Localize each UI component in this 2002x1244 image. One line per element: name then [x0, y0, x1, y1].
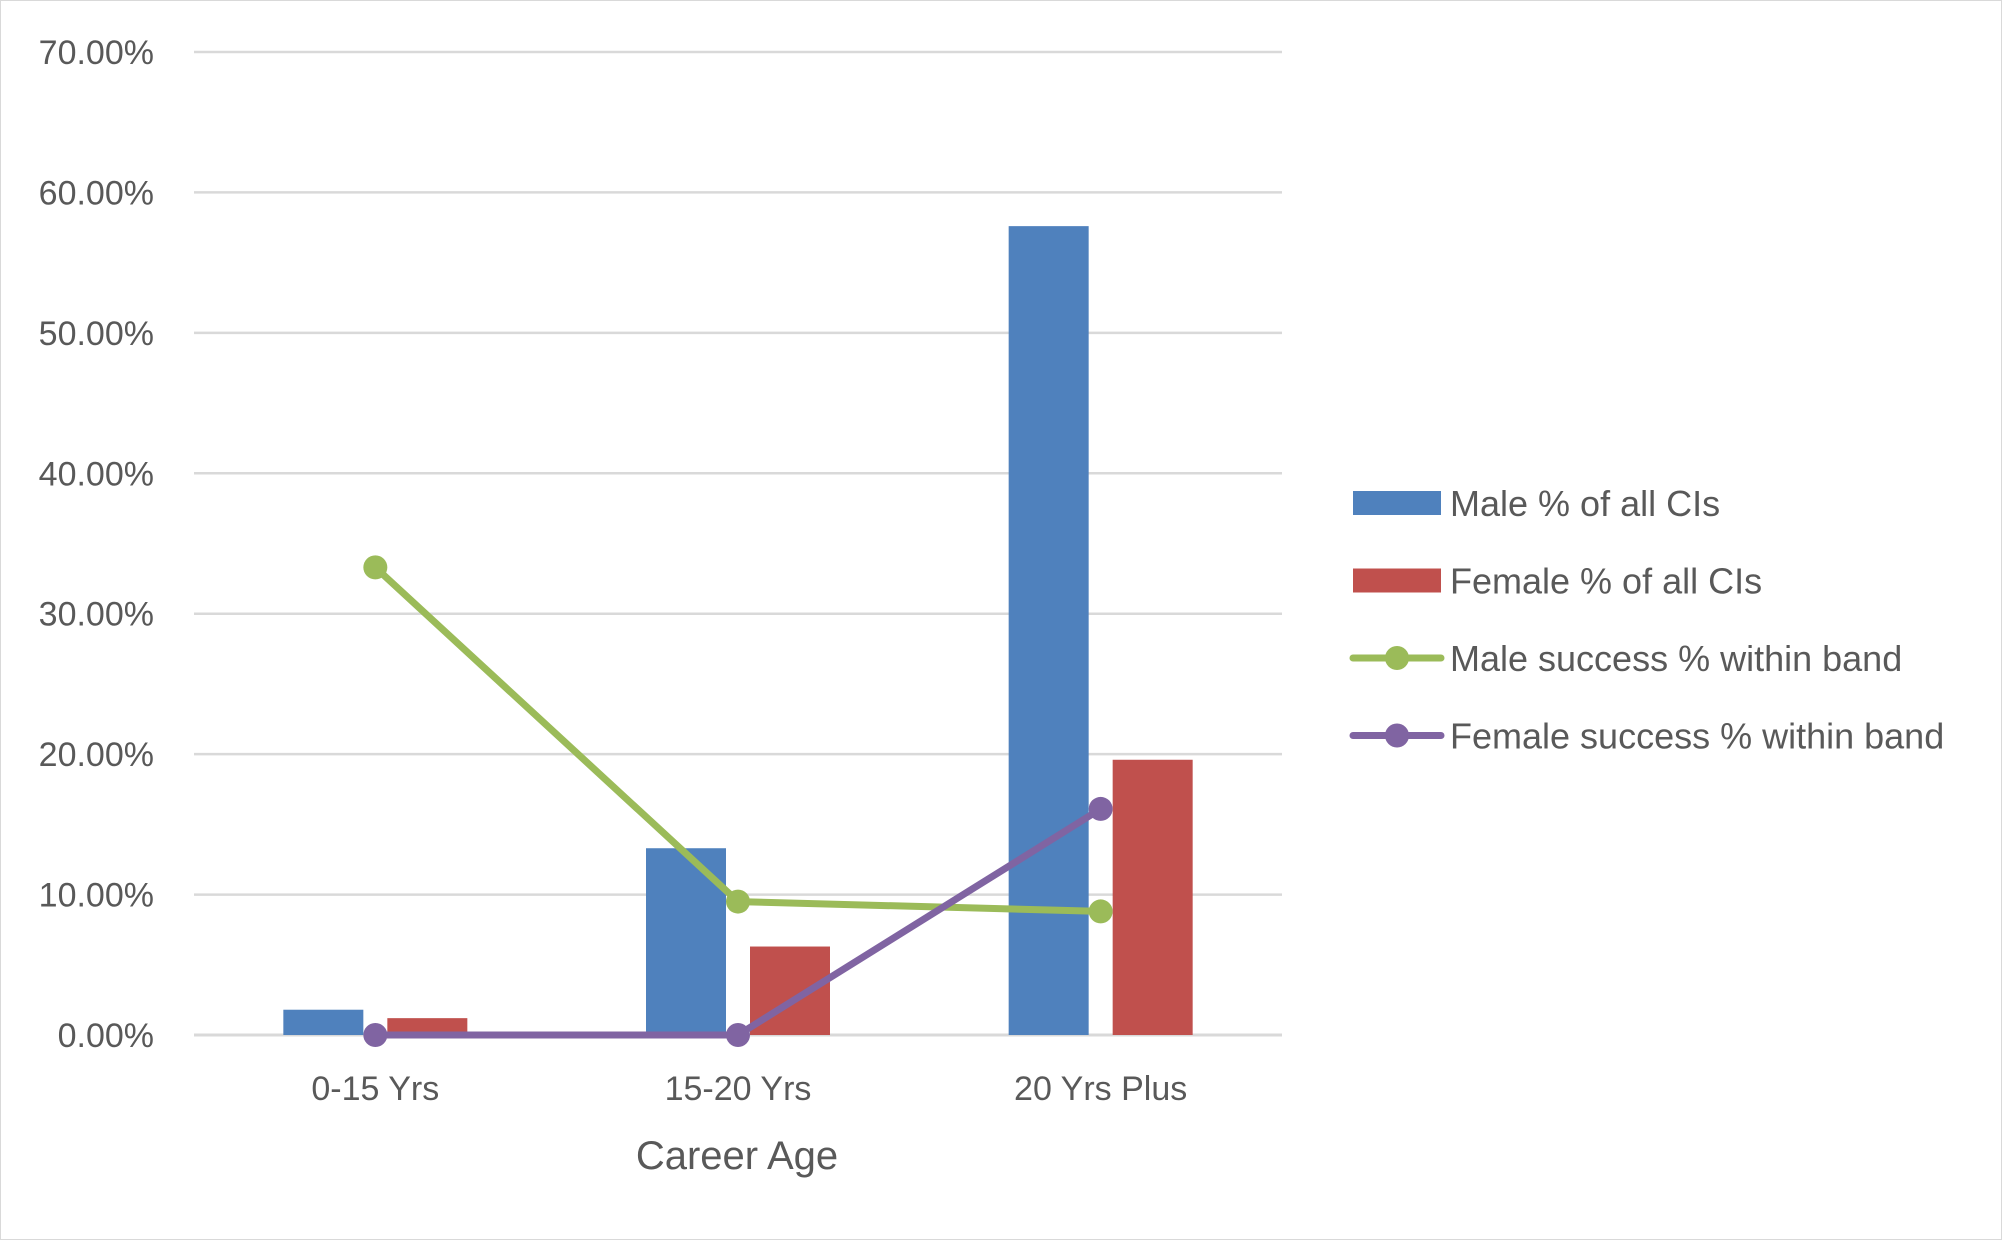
legend-label: Male % of all CIs — [1450, 483, 1720, 524]
bar — [283, 1009, 364, 1035]
x-tick-label: 0-15 Yrs — [311, 1070, 439, 1108]
x-axis-title: Career Age — [636, 1134, 838, 1178]
x-tick-label: 20 Yrs Plus — [1014, 1070, 1187, 1108]
line-point — [726, 1023, 750, 1047]
y-tick-label: 10.00% — [39, 877, 154, 915]
line-point — [1088, 899, 1113, 924]
x-tick-label: 15-20 Yrs — [665, 1070, 812, 1108]
line-point — [726, 889, 750, 914]
y-tick-label: 70.00% — [39, 34, 154, 72]
y-axis-ticks: 0.00% 10.00% 20.00% 30.00% 40.00% 50.00% 60.00… — [39, 34, 154, 1055]
series-line — [371, 563, 1105, 915]
x-axis-ticks: 0-15 Yrs 15-20 Yrs 20 Yrs Plus — [311, 1070, 1187, 1108]
bar — [387, 1018, 468, 1035]
legend-label: Male success % within band — [1450, 638, 1902, 679]
y-tick-label: 20.00% — [39, 736, 154, 774]
line-point — [1088, 796, 1113, 821]
series-line — [371, 805, 1105, 1039]
legend-marker — [1385, 723, 1409, 748]
bars — [283, 226, 1193, 1036]
legend: Male % of all CIs Female % of all CIs Male… — [1349, 483, 1944, 757]
y-tick-label: 50.00% — [39, 315, 154, 353]
bar — [1112, 759, 1193, 1035]
y-tick-label: 30.00% — [39, 596, 154, 634]
legend-label: Female % of all CIs — [1450, 561, 1762, 602]
line-point — [363, 555, 388, 580]
y-tick-label: 60.00% — [39, 174, 154, 212]
legend-label: Female success % within band — [1450, 716, 1944, 757]
y-tick-label: 40.00% — [39, 455, 154, 493]
legend-marker — [1385, 646, 1409, 670]
line-point — [363, 1023, 388, 1047]
bar — [1008, 226, 1089, 1036]
y-tick-label: 0.00% — [58, 1017, 154, 1055]
legend-swatch — [1353, 568, 1441, 593]
legend-swatch — [1353, 491, 1441, 515]
gridlines — [194, 50, 1282, 1037]
lines — [363, 555, 1113, 1047]
